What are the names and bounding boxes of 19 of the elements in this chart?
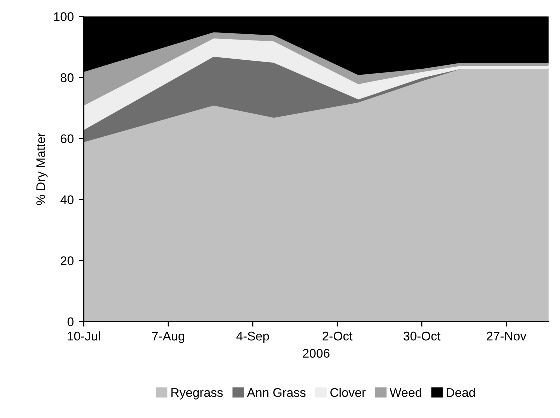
- x-tick-label: 10-Jul: [68, 332, 100, 341]
- x-tick-label: 2-Oct: [322, 332, 353, 341]
- y-tick-label: 40: [60, 196, 74, 204]
- legend-label: Weed: [390, 388, 422, 398]
- x-tick-label: 30-Oct: [404, 332, 441, 341]
- legend-label: Ann Grass: [247, 388, 306, 398]
- y-tick-label: 80: [60, 74, 74, 82]
- legend-label: Clover: [330, 388, 366, 398]
- x-tick-label: 4-Sep: [236, 332, 270, 344]
- legend-label: Dead: [447, 388, 476, 398]
- legend-label: Ryegrass: [172, 388, 223, 400]
- x-tick-label: 7-Aug: [152, 332, 184, 344]
- x-axis-title: 2006: [303, 349, 330, 358]
- y-tick-label: 0: [68, 318, 74, 327]
- y-tick-label: 100: [54, 12, 74, 22]
- x-tick-label: 27-Nov: [487, 332, 527, 341]
- y-tick-label: 60: [61, 134, 74, 144]
- y-tick-label: 20: [61, 256, 74, 266]
- y-axis-title: % Dry Matter: [36, 133, 48, 206]
